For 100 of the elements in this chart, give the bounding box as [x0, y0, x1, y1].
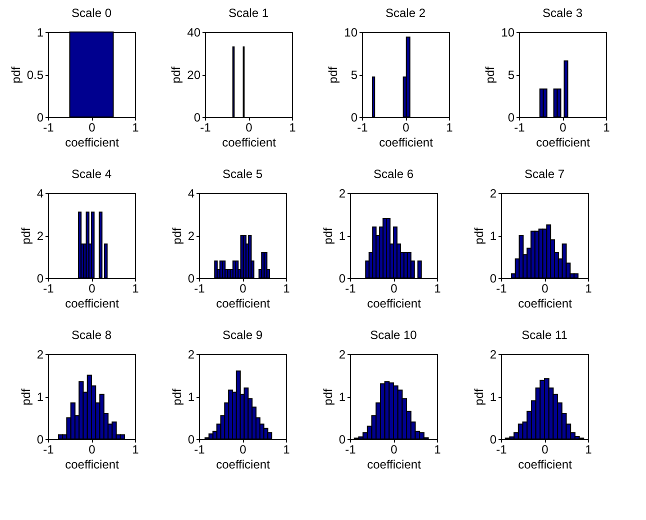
y-axis-title: pdf	[18, 226, 33, 244]
x-tick-label: 1	[434, 282, 442, 296]
x-tick-label: 0	[88, 120, 96, 134]
y-tick-label: 0	[338, 432, 346, 446]
y-tick-label: 0	[188, 432, 195, 446]
x-tick-label: -1	[43, 120, 54, 134]
chart-title: Scale 1	[228, 6, 269, 20]
y-tick-label: 0	[188, 272, 195, 286]
x-tick-label: -1	[43, 442, 54, 456]
y-tick-label: 0	[490, 432, 497, 446]
x-tick-label: 1	[603, 120, 610, 134]
chart-title: Scale 0	[71, 6, 112, 20]
x-tick-label: -1	[43, 282, 54, 296]
x-axis-title: coefficient	[216, 296, 271, 310]
y-tick-label: 4	[36, 186, 44, 200]
x-tick-label: 0	[390, 282, 398, 296]
chart-title: Scale 2	[385, 6, 426, 20]
y-tick-label: 0	[36, 432, 44, 446]
y-tick-label: 1	[188, 390, 195, 404]
x-axis-title: coefficient	[65, 458, 120, 472]
x-tick-label: -1	[514, 120, 526, 134]
y-tick-label: 1	[36, 390, 44, 404]
y-tick-label: 2	[188, 348, 195, 362]
x-tick-label: 1	[283, 442, 290, 456]
chart-title: Scale 7	[524, 167, 565, 181]
y-tick-label: 2	[188, 229, 195, 243]
y-axis-title: pdf	[320, 388, 335, 406]
x-tick-label: 1	[132, 282, 140, 296]
y-axis-title: pdf	[170, 388, 184, 406]
x-tick-label: 0	[88, 282, 96, 296]
x-tick-label: -1	[200, 120, 212, 134]
x-tick-label: 0	[240, 442, 247, 456]
chart-title: Scale 4	[71, 167, 112, 181]
y-tick-label: 0	[36, 110, 44, 124]
x-axis-title: coefficient	[65, 296, 120, 310]
x-tick-label: -1	[345, 442, 356, 456]
y-tick-label: 0	[350, 110, 358, 124]
x-axis-title: coefficient	[367, 296, 422, 310]
y-tick-label: 2	[490, 348, 497, 362]
y-tick-label: 20	[187, 68, 201, 82]
y-tick-label: 1	[490, 390, 497, 404]
y-tick-label: 10	[344, 26, 358, 40]
x-tick-label: -1	[345, 282, 356, 296]
x-tick-label: 1	[446, 120, 454, 134]
y-axis-title: pdf	[18, 388, 33, 406]
x-axis-title: coefficient	[379, 136, 434, 150]
x-tick-label: 0	[542, 282, 549, 296]
x-tick-label: -1	[357, 120, 368, 134]
x-tick-label: 1	[585, 442, 592, 456]
x-tick-label: -1	[194, 282, 206, 296]
x-tick-label: 1	[585, 282, 592, 296]
x-axis-title: coefficient	[518, 458, 573, 472]
x-tick-label: 0	[240, 282, 247, 296]
x-tick-label: 0	[402, 120, 410, 134]
x-tick-label: 1	[289, 120, 296, 134]
y-axis-title: pdf	[320, 226, 335, 244]
x-tick-label: 1	[132, 442, 140, 456]
x-axis-title: coefficient	[367, 458, 422, 472]
x-tick-label: 0	[560, 120, 567, 134]
y-tick-label: 5	[508, 68, 515, 82]
chart-title: Scale 8	[71, 328, 112, 342]
x-axis-title: coefficient	[536, 136, 591, 150]
y-axis-title: pdf	[169, 66, 184, 84]
x-tick-label: 0	[390, 442, 398, 456]
y-tick-label: 0	[508, 110, 515, 124]
y-axis-title: pdf	[170, 226, 184, 244]
y-axis-title: pdf	[472, 388, 486, 406]
chart-title: Scale 6	[373, 167, 414, 181]
x-tick-label: 0	[246, 120, 253, 134]
y-tick-label: 40	[187, 26, 201, 40]
y-tick-label: 10	[501, 26, 515, 40]
x-axis-title: coefficient	[518, 296, 573, 310]
y-tick-label: 0	[338, 272, 346, 286]
y-tick-label: 2	[338, 186, 346, 200]
x-axis-title: coefficient	[222, 136, 277, 150]
y-axis-title: pdf	[472, 226, 486, 244]
x-tick-label: -1	[496, 282, 508, 296]
chart-title: Scale 5	[222, 167, 263, 181]
y-tick-label: 5	[350, 68, 358, 82]
x-tick-label: 1	[283, 282, 290, 296]
chart-title: Scale 10	[370, 328, 418, 342]
y-tick-label: 1	[490, 229, 497, 243]
y-tick-label: 4	[188, 186, 195, 200]
y-axis-title: pdf	[8, 66, 23, 84]
x-tick-label: 0	[542, 442, 549, 456]
y-tick-label: 0	[36, 272, 44, 286]
y-tick-label: 1	[338, 229, 346, 243]
chart-title: Scale 11	[522, 328, 568, 342]
x-axis-title: coefficient	[216, 458, 271, 472]
x-tick-label: -1	[496, 442, 508, 456]
chart-title: Scale 3	[542, 6, 583, 20]
y-axis-title: pdf	[326, 66, 340, 84]
y-tick-label: 1	[338, 390, 346, 404]
x-tick-label: -1	[194, 442, 206, 456]
x-tick-label: 1	[132, 120, 140, 134]
y-tick-label: 0	[490, 272, 497, 286]
y-tick-label: 2	[36, 229, 44, 243]
y-tick-label: 0	[194, 110, 201, 124]
x-tick-label: 1	[434, 442, 442, 456]
x-axis-title: coefficient	[65, 136, 120, 150]
